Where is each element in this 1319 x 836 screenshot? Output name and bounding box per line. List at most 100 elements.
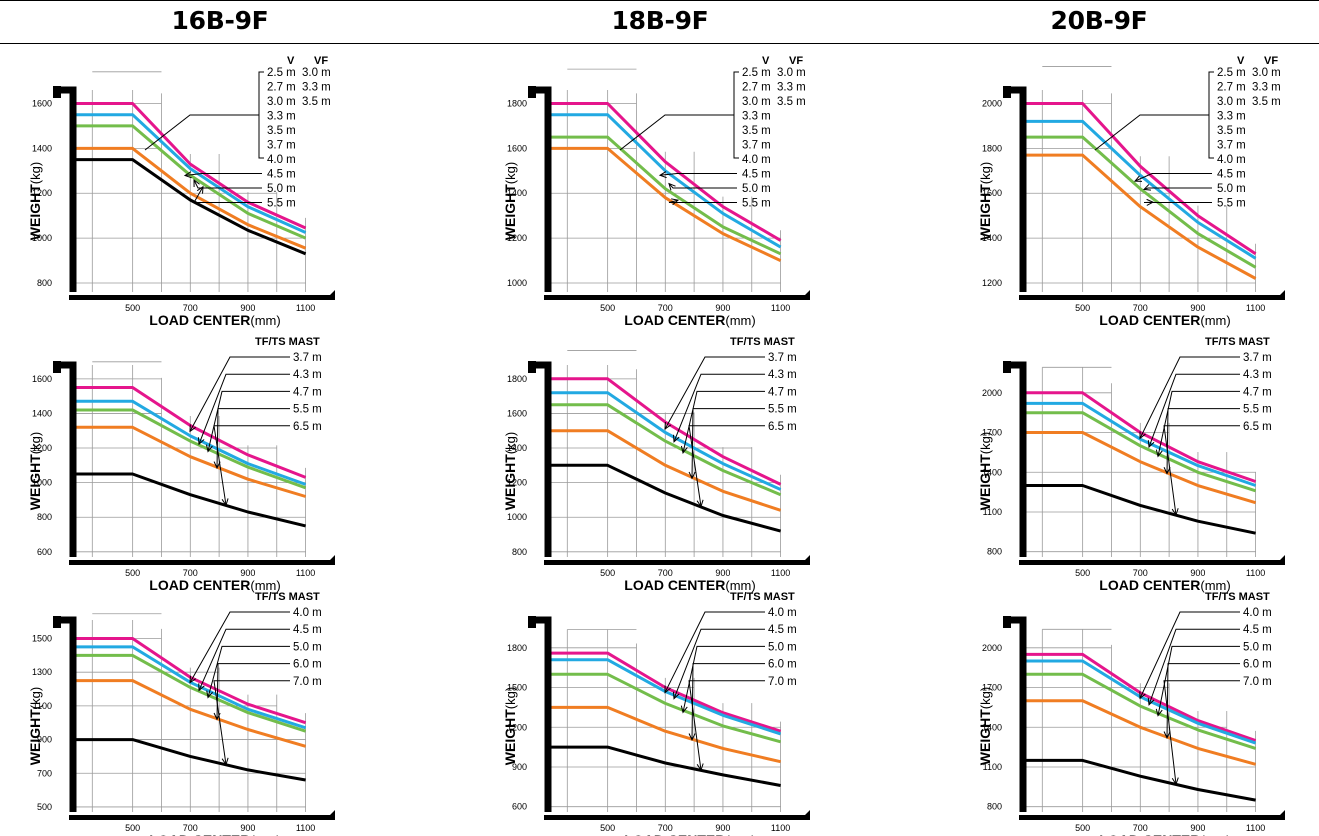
x-tick-label: 500 [1075,823,1090,833]
legend-label: 3.0 m [267,96,296,108]
x-tick-label: 1100 [771,823,790,833]
legend-label: 7.0 m [293,676,322,688]
x-axis [544,555,810,565]
y-axis-label: WEIGHT(kg) [977,687,993,765]
arrow-head [196,185,204,194]
x-axis [1019,810,1285,820]
top-border [0,0,1319,1]
legend-label: 6.0 m [1243,659,1272,671]
legend-label: 4.5 m [1217,169,1246,181]
series-line-blue [1025,401,1257,487]
arrow-head [206,690,213,699]
legend-pointer [1148,373,1240,448]
arrow-head [1133,175,1143,182]
legend-pointer [1157,390,1240,457]
legend-pointer [682,390,765,453]
series-line-black [75,472,306,528]
y-tick-label: 1800 [507,98,527,108]
legend-header-v: V [1237,55,1245,67]
legend-label: 4.3 m [768,369,797,381]
arrow-head [664,421,672,431]
legend-label: 3.7 m [267,140,296,152]
legend-label: 5.0 m [742,183,771,195]
legend-label: 5.0 m [293,641,322,653]
legend-label: 3.0 m [1252,67,1281,79]
chart-18b-9f-row2: 800 1000 1200 1400 1600 1800 500 700 900 1100 WEIG… [502,336,810,593]
legend-label: 3.3 m [1252,82,1281,94]
legend: TF/TS MAST 4.0 m 4.5 m 5.0 m 6.0 m 7.0 m [189,591,322,766]
x-tick-label: 900 [240,823,255,833]
legend-label: 6.5 m [293,421,322,433]
y-tick-label: 1200 [507,722,527,732]
legend-bracket [1208,71,1214,159]
legend-label: 6.5 m [768,421,797,433]
y-axis-label: WEIGHT(kg) [977,432,993,510]
legend-pointer [664,611,765,693]
x-tick-label: 500 [125,823,140,833]
legend-label: 4.7 m [1243,386,1272,398]
x-tick-label: 700 [1133,823,1148,833]
series-line-green [1025,411,1257,493]
legend-label: 3.3 m [267,111,296,123]
series-line-black [550,745,781,787]
x-tick-label: 900 [1190,303,1205,313]
legend-label: 4.0 m [293,607,322,619]
legend-pointer [144,114,259,151]
series-line-black [1025,484,1256,535]
legend-pointer [189,356,290,432]
arrow-head [672,691,680,700]
arrow-head [183,171,192,179]
x-tick-label: 500 [125,568,140,578]
legend-label: 6.0 m [293,659,322,671]
series-line-magenta [1025,102,1257,256]
x-tick-label: 900 [1190,568,1205,578]
x-tick-label: 900 [715,303,730,313]
arrow-head [696,499,704,508]
legend-label: 2.5 m [267,67,296,79]
legend-label: 4.5 m [742,169,771,181]
legend-label: 5.0 m [1243,641,1272,653]
chart-16b-9f-row2: 600 800 1000 1200 1400 1600 500 700 900 1100 WEIGH… [27,336,335,593]
legend-header-vf: VF [789,55,803,67]
y-axis [528,86,552,292]
arrow-head [671,198,680,206]
x-tick-label: 700 [1133,568,1148,578]
model-title-20b: 20B-9F [1050,6,1148,35]
legend-label: 5.0 m [267,183,296,195]
legend-label: 3.7 m [293,352,322,364]
legend-header-vf: VF [1264,55,1278,67]
arrow-head [1155,449,1163,458]
legend-label: 4.3 m [1243,369,1272,381]
arrow-head [680,445,688,454]
legend-pointer [1134,173,1212,182]
legend-pointer [1094,114,1209,151]
arrow-head [1155,708,1163,717]
arrow-head [205,444,213,453]
chart-18b-9f-row3: 600 900 1200 1500 1800 500 700 900 1100 WEIGHT(kg… [502,591,810,836]
arrow-head [680,705,688,714]
series-line-orange [75,425,307,498]
legend-pointer [1157,645,1240,716]
legend-label: 3.7 m [1217,140,1246,152]
arrow-head [1142,184,1152,191]
x-tick-label: 1100 [771,568,790,578]
arrow-head [193,178,200,188]
x-tick-label: 900 [240,568,255,578]
y-tick-label: 1400 [507,443,527,453]
x-axis [1019,555,1285,565]
legend-pointer [691,408,765,479]
legend-label: 5.5 m [1217,198,1246,210]
x-tick-label: 900 [715,823,730,833]
series-line-orange [550,705,781,764]
y-tick-label: 800 [37,278,52,288]
legend-pointer [668,199,737,203]
y-tick-label: 1200 [32,188,52,198]
y-tick-label: 1700 [982,683,1002,693]
y-tick-label: 800 [987,802,1002,812]
legend-pointer [198,628,290,691]
x-axis [69,555,335,565]
legend-label: 2.7 m [742,82,771,94]
y-tick-label: 800 [37,512,52,522]
